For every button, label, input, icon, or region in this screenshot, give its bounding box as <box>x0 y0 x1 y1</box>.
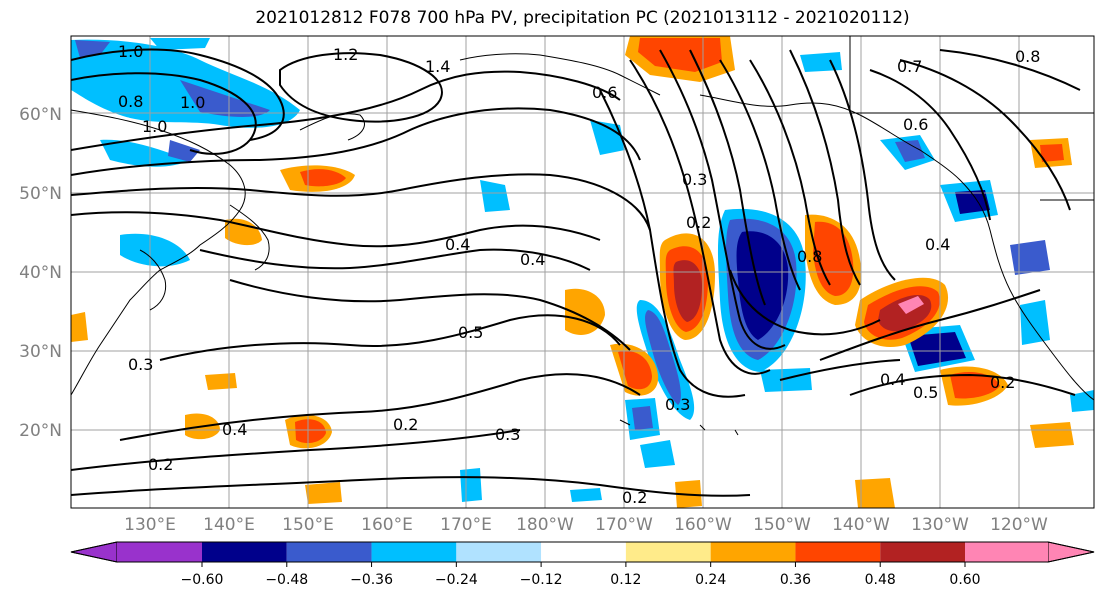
contour-label: 0.3 <box>495 425 520 444</box>
colorbar-swatch <box>880 542 965 562</box>
colorbar-arrow-left <box>70 541 118 563</box>
contour-label: 1.4 <box>425 57 450 76</box>
colorbar-tick-label: −0.60 <box>181 572 224 588</box>
contour-label: 0.6 <box>903 115 928 134</box>
colorbar-swatch <box>965 542 1048 562</box>
colorbar-swatch <box>371 542 457 562</box>
colorbar-swatch <box>286 542 372 562</box>
colorbar-swatch <box>456 542 542 562</box>
graticule <box>71 36 1094 508</box>
contour-label: 0.5 <box>913 383 938 402</box>
colorbar-swatch <box>202 542 287 562</box>
lat-label-50n: 50°N <box>19 184 62 204</box>
lat-label-60n: 60°N <box>19 105 62 125</box>
coastlines <box>71 36 1094 436</box>
contour-labels: 1.0 1.2 1.4 0.8 1.0 1.0 0.4 0.4 0.5 0.2 … <box>118 42 1040 507</box>
colorbar-arrow-right <box>1047 541 1095 563</box>
contour-label: 1.0 <box>118 42 143 61</box>
map-title: 2021012812 F078 700 hPa PV, precipitatio… <box>255 8 910 28</box>
lon-label: 150°W <box>753 515 811 535</box>
contour-label: 0.8 <box>797 247 822 266</box>
lon-label: 140°W <box>832 515 890 535</box>
map-frame <box>70 35 1095 509</box>
colorbar-swatch <box>541 542 626 562</box>
colorbar-swatch <box>625 542 711 562</box>
lat-label-30n: 30°N <box>19 342 62 362</box>
lon-label: 150°E <box>282 515 334 535</box>
lon-label: 170°E <box>440 515 492 535</box>
contour-label: 0.8 <box>1015 47 1040 66</box>
map-layers: 1.0 1.2 1.4 0.8 1.0 1.0 0.4 0.4 0.5 0.2 … <box>71 36 1094 508</box>
colorbar-tick-label: 0.12 <box>610 572 641 588</box>
contour-label: 0.4 <box>880 370 905 389</box>
lon-label: 160°E <box>361 515 413 535</box>
contour-label: 0.3 <box>665 395 690 414</box>
contour-label: 0.2 <box>990 373 1015 392</box>
contour-label: 1.0 <box>180 93 205 112</box>
contour-label: 0.2 <box>686 213 711 232</box>
colorbar-tick-label: −0.36 <box>350 572 393 588</box>
colorbar-swatch <box>795 542 881 562</box>
colorbar-tick-label: −0.12 <box>520 572 563 588</box>
contour-label: 0.6 <box>592 83 617 102</box>
colorbar-swatch <box>710 542 796 562</box>
colorbar-swatch <box>117 542 202 562</box>
colorbar-tick-label: 0.36 <box>780 572 811 588</box>
pv-contours <box>71 48 1081 497</box>
colorbar: −0.60 −0.48 −0.36 −0.24 −0.12 0.12 0.24 0.36 0.4… <box>70 541 1095 588</box>
colorbar-tick-label: 0.48 <box>865 572 896 588</box>
lon-label: 120°W <box>990 515 1048 535</box>
lon-label: 160°W <box>674 515 732 535</box>
colorbar-tick-label: 0.24 <box>695 572 726 588</box>
lon-label: 140°E <box>203 515 255 535</box>
contour-label: 0.3 <box>128 355 153 374</box>
lon-label: 180°W <box>516 515 574 535</box>
lat-label-20n: 20°N <box>19 421 62 441</box>
colorbar-tick-label: 0.60 <box>949 572 980 588</box>
contour-label: 0.4 <box>520 250 545 269</box>
contour-label: 0.5 <box>458 323 483 342</box>
contour-label: 0.4 <box>925 235 950 254</box>
colorbar-tick-label: −0.48 <box>265 572 308 588</box>
contour-label: 0.2 <box>622 488 647 507</box>
contour-label: 0.3 <box>682 170 707 189</box>
longitude-labels: 130°E 140°E 150°E 160°E 170°E 180°W 170°… <box>124 515 1048 535</box>
contour-label: 0.4 <box>445 235 470 254</box>
lon-label: 170°W <box>595 515 653 535</box>
lat-label-40n: 40°N <box>19 263 62 283</box>
contour-label: 1.2 <box>333 45 358 64</box>
contour-label: 0.4 <box>222 420 247 439</box>
latitude-labels: 60°N 50°N 40°N 30°N 20°N <box>19 105 62 441</box>
colorbar-frame <box>70 541 1095 563</box>
lon-label: 130°E <box>124 515 176 535</box>
lon-label: 130°W <box>911 515 969 535</box>
contour-label: 1.0 <box>142 117 167 136</box>
contour-label: 0.8 <box>118 92 143 111</box>
contour-label: 0.2 <box>148 455 173 474</box>
colorbar-tick-label: −0.24 <box>435 572 478 588</box>
contour-label: 0.2 <box>393 415 418 434</box>
contour-label: 0.7 <box>897 57 922 76</box>
